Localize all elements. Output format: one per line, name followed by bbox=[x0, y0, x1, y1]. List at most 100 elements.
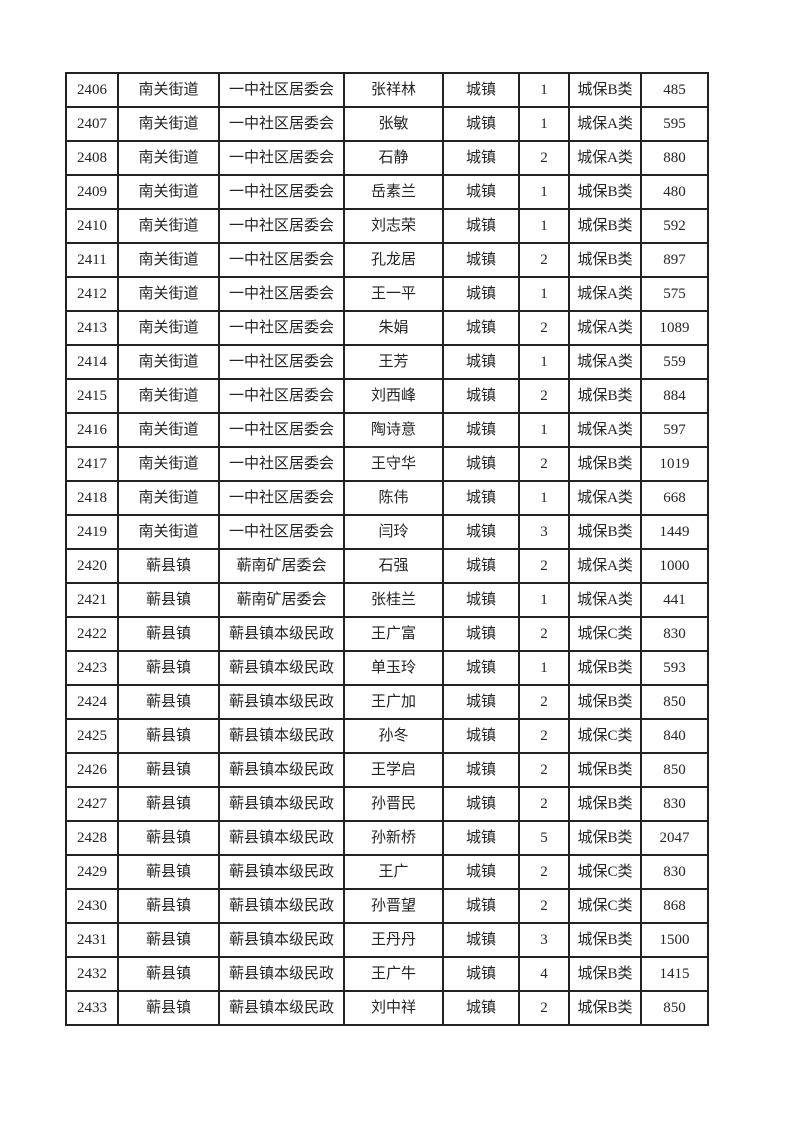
cell-household-count: 2 bbox=[518, 242, 570, 278]
cell-insurance-category: 城保A类 bbox=[568, 310, 642, 346]
cell-administering-unit: 一中社区居委会 bbox=[218, 208, 345, 244]
cell-serial-number: 2406 bbox=[65, 72, 119, 108]
cell-household-count: 2 bbox=[518, 446, 570, 482]
cell-administering-unit: 蕲县镇本级民政 bbox=[218, 684, 345, 720]
cell-household-count: 1 bbox=[518, 276, 570, 312]
cell-administering-unit: 蕲南矿居委会 bbox=[218, 582, 345, 618]
cell-insurance-category: 城保A类 bbox=[568, 276, 642, 312]
cell-residence-type: 城镇 bbox=[442, 378, 520, 414]
cell-person-name: 王广加 bbox=[343, 684, 444, 720]
cell-household-count: 2 bbox=[518, 310, 570, 346]
cell-residence-type: 城镇 bbox=[442, 310, 520, 346]
cell-administering-unit: 一中社区居委会 bbox=[218, 310, 345, 346]
cell-town: 南关街道 bbox=[117, 242, 220, 278]
cell-serial-number: 2432 bbox=[65, 956, 119, 992]
cell-amount: 840 bbox=[640, 718, 709, 754]
table-row: 2431 蕲县镇 蕲县镇本级民政 王丹丹 城镇 3 城保B类 1500 bbox=[65, 922, 709, 958]
cell-insurance-category: 城保B类 bbox=[568, 990, 642, 1026]
cell-town: 南关街道 bbox=[117, 446, 220, 482]
cell-residence-type: 城镇 bbox=[442, 72, 520, 108]
cell-administering-unit: 一中社区居委会 bbox=[218, 344, 345, 380]
cell-household-count: 2 bbox=[518, 684, 570, 720]
cell-amount: 868 bbox=[640, 888, 709, 924]
cell-residence-type: 城镇 bbox=[442, 242, 520, 278]
cell-household-count: 2 bbox=[518, 990, 570, 1026]
cell-amount: 830 bbox=[640, 854, 709, 890]
cell-administering-unit: 蕲县镇本级民政 bbox=[218, 854, 345, 890]
cell-residence-type: 城镇 bbox=[442, 922, 520, 958]
cell-administering-unit: 一中社区居委会 bbox=[218, 276, 345, 312]
benefit-roster-table: 2406 南关街道 一中社区居委会 张祥林 城镇 1 城保B类 485 2407 南关街道 一中社区… bbox=[65, 72, 709, 1026]
table-row: 2417 南关街道 一中社区居委会 王守华 城镇 2 城保B类 1019 bbox=[65, 446, 709, 482]
cell-residence-type: 城镇 bbox=[442, 208, 520, 244]
cell-person-name: 陶诗意 bbox=[343, 412, 444, 448]
cell-residence-type: 城镇 bbox=[442, 990, 520, 1026]
cell-town: 南关街道 bbox=[117, 344, 220, 380]
cell-town: 南关街道 bbox=[117, 514, 220, 550]
cell-insurance-category: 城保C类 bbox=[568, 616, 642, 652]
cell-residence-type: 城镇 bbox=[442, 548, 520, 584]
cell-administering-unit: 一中社区居委会 bbox=[218, 242, 345, 278]
table-row: 2418 南关街道 一中社区居委会 陈伟 城镇 1 城保A类 668 bbox=[65, 480, 709, 516]
cell-town: 蕲县镇 bbox=[117, 582, 220, 618]
cell-household-count: 2 bbox=[518, 378, 570, 414]
table-row: 2427 蕲县镇 蕲县镇本级民政 孙晋民 城镇 2 城保B类 830 bbox=[65, 786, 709, 822]
cell-amount: 668 bbox=[640, 480, 709, 516]
cell-amount: 593 bbox=[640, 650, 709, 686]
cell-person-name: 刘志荣 bbox=[343, 208, 444, 244]
cell-amount: 830 bbox=[640, 616, 709, 652]
cell-town: 南关街道 bbox=[117, 174, 220, 210]
cell-insurance-category: 城保B类 bbox=[568, 650, 642, 686]
cell-insurance-category: 城保A类 bbox=[568, 412, 642, 448]
cell-serial-number: 2430 bbox=[65, 888, 119, 924]
table-row: 2433 蕲县镇 蕲县镇本级民政 刘中祥 城镇 2 城保B类 850 bbox=[65, 990, 709, 1026]
cell-town: 南关街道 bbox=[117, 276, 220, 312]
cell-administering-unit: 一中社区居委会 bbox=[218, 106, 345, 142]
cell-household-count: 1 bbox=[518, 480, 570, 516]
cell-person-name: 朱娟 bbox=[343, 310, 444, 346]
table-row: 2421 蕲县镇 蕲南矿居委会 张桂兰 城镇 1 城保A类 441 bbox=[65, 582, 709, 618]
cell-amount: 1415 bbox=[640, 956, 709, 992]
cell-administering-unit: 蕲县镇本级民政 bbox=[218, 956, 345, 992]
cell-serial-number: 2427 bbox=[65, 786, 119, 822]
cell-residence-type: 城镇 bbox=[442, 140, 520, 176]
table-row: 2412 南关街道 一中社区居委会 王一平 城镇 1 城保A类 575 bbox=[65, 276, 709, 312]
cell-insurance-category: 城保B类 bbox=[568, 174, 642, 210]
table-row: 2411 南关街道 一中社区居委会 孔龙居 城镇 2 城保B类 897 bbox=[65, 242, 709, 278]
cell-person-name: 单玉玲 bbox=[343, 650, 444, 686]
cell-amount: 850 bbox=[640, 752, 709, 788]
cell-town: 蕲县镇 bbox=[117, 990, 220, 1026]
cell-administering-unit: 一中社区居委会 bbox=[218, 480, 345, 516]
table-row: 2407 南关街道 一中社区居委会 张敏 城镇 1 城保A类 595 bbox=[65, 106, 709, 142]
cell-serial-number: 2420 bbox=[65, 548, 119, 584]
cell-amount: 2047 bbox=[640, 820, 709, 856]
cell-residence-type: 城镇 bbox=[442, 956, 520, 992]
cell-household-count: 1 bbox=[518, 582, 570, 618]
table-row: 2419 南关街道 一中社区居委会 闫玲 城镇 3 城保B类 1449 bbox=[65, 514, 709, 550]
cell-person-name: 王一平 bbox=[343, 276, 444, 312]
cell-household-count: 2 bbox=[518, 140, 570, 176]
cell-insurance-category: 城保B类 bbox=[568, 378, 642, 414]
cell-person-name: 石强 bbox=[343, 548, 444, 584]
cell-serial-number: 2419 bbox=[65, 514, 119, 550]
cell-person-name: 闫玲 bbox=[343, 514, 444, 550]
cell-amount: 897 bbox=[640, 242, 709, 278]
cell-amount: 559 bbox=[640, 344, 709, 380]
cell-amount: 592 bbox=[640, 208, 709, 244]
cell-residence-type: 城镇 bbox=[442, 276, 520, 312]
cell-person-name: 孙晋望 bbox=[343, 888, 444, 924]
cell-residence-type: 城镇 bbox=[442, 854, 520, 890]
cell-serial-number: 2417 bbox=[65, 446, 119, 482]
table-body: 2406 南关街道 一中社区居委会 张祥林 城镇 1 城保B类 485 2407 南关街道 一中社区… bbox=[65, 72, 709, 1026]
cell-amount: 850 bbox=[640, 990, 709, 1026]
cell-administering-unit: 蕲县镇本级民政 bbox=[218, 990, 345, 1026]
cell-town: 蕲县镇 bbox=[117, 820, 220, 856]
cell-person-name: 岳素兰 bbox=[343, 174, 444, 210]
cell-person-name: 孔龙居 bbox=[343, 242, 444, 278]
table-row: 2432 蕲县镇 蕲县镇本级民政 王广牛 城镇 4 城保B类 1415 bbox=[65, 956, 709, 992]
table-row: 2420 蕲县镇 蕲南矿居委会 石强 城镇 2 城保A类 1000 bbox=[65, 548, 709, 584]
cell-amount: 597 bbox=[640, 412, 709, 448]
cell-insurance-category: 城保A类 bbox=[568, 480, 642, 516]
cell-person-name: 王广牛 bbox=[343, 956, 444, 992]
